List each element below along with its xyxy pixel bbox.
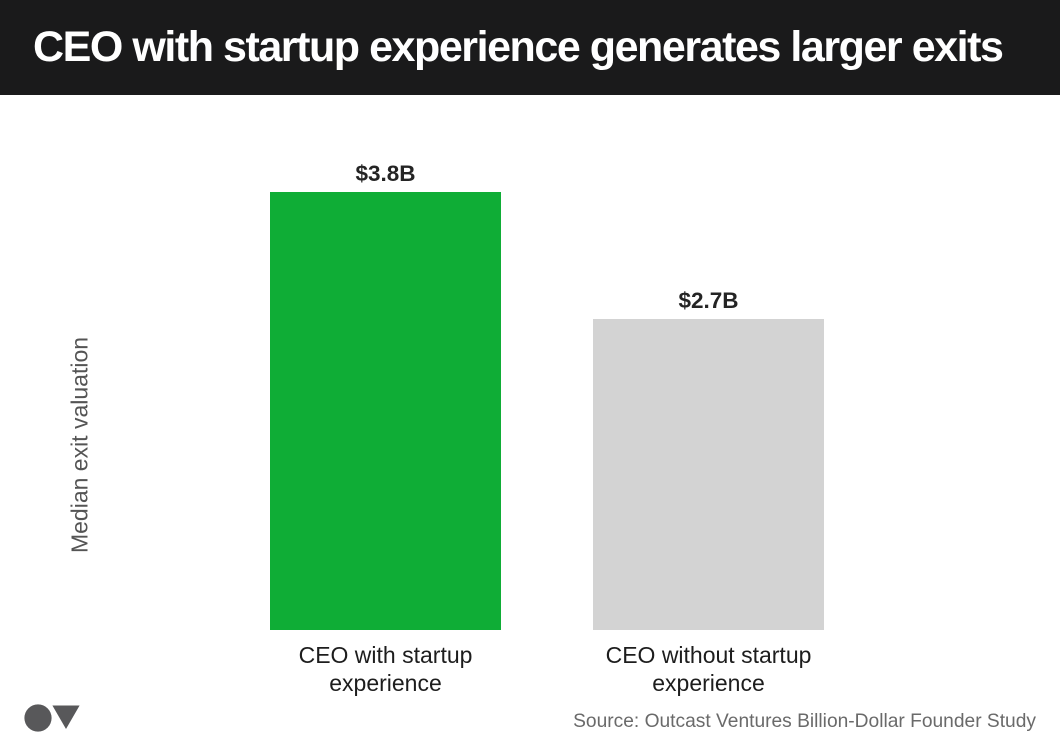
category-label-with-experience: CEO with startup experience [298, 642, 473, 696]
bar-value-label-with-experience: $3.8B [355, 160, 416, 186]
logo-triangle-down-icon [52, 705, 80, 729]
y-axis-label: Median exit valuation [66, 336, 93, 554]
logo-circle-icon [24, 704, 52, 732]
bar-ceo-without-startup-experience [593, 318, 824, 630]
category-label-without-experience: CEO without startup experience [605, 642, 812, 696]
chart-title: CEO with startup experience generates la… [33, 23, 1004, 71]
source-credit: Source: Outcast Ventures Billion-Dollar … [573, 711, 1036, 733]
axios-visuals-logo [24, 704, 80, 732]
bar-ceo-with-startup-experience [270, 191, 501, 630]
title-bar: CEO with startup experience generates la… [0, 0, 1060, 95]
bar-value-label-without-experience: $2.7B [678, 287, 739, 313]
